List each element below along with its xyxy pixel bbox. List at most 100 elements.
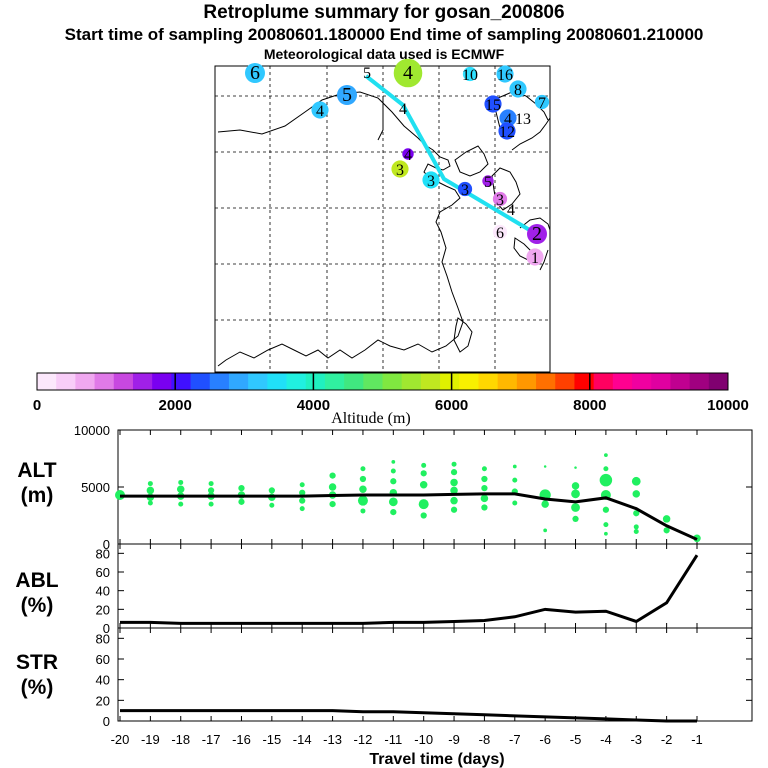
plume-label-4: 5 — [363, 65, 371, 82]
y-tick-label: 20 — [96, 693, 110, 708]
colorbar-cell — [382, 373, 403, 390]
x-tick-label: -13 — [323, 732, 342, 747]
altitude-point — [481, 485, 488, 492]
colorbar-cell — [555, 373, 575, 390]
plume-marker — [402, 148, 414, 160]
plume-label-text: 3 — [461, 182, 469, 199]
colorbar-cell — [363, 373, 383, 390]
altitude-point — [176, 485, 185, 494]
altitude-point — [390, 478, 397, 485]
colorbar-cell — [228, 373, 249, 390]
altitude-point — [451, 461, 457, 467]
panel-alt: ALT(m) 0 5000 10000 — [17, 423, 753, 552]
plume-marker — [391, 160, 409, 178]
x-tick-label: -5 — [570, 732, 582, 747]
altitude-point — [481, 466, 487, 472]
altitude-point — [268, 487, 275, 494]
y-tick-label: 40 — [96, 673, 110, 688]
met-data-note: Meteorological data used is ECMWF — [263, 46, 505, 62]
altitude-point — [603, 522, 609, 528]
plume-marker — [496, 65, 514, 83]
y-tick-label: 0 — [103, 621, 110, 636]
panel-abl: ABL(%) 0 20 40 60 80 — [15, 543, 753, 636]
colorbar-cell — [344, 373, 364, 390]
panel-ylabel: (%) — [21, 676, 54, 699]
colorbar-cell — [75, 373, 96, 390]
altitude-point — [207, 487, 215, 494]
plume-marker — [311, 101, 329, 119]
altitude-point — [632, 490, 641, 498]
altitude-point — [450, 506, 458, 513]
colorbar-tick-label: 4000 — [297, 397, 330, 414]
plume-label-text: 12 — [499, 124, 515, 141]
plume-label-text: 4 — [399, 101, 407, 118]
plume-label-text: 16 — [497, 67, 513, 84]
altitude-point — [604, 531, 608, 536]
altitude-point — [450, 478, 458, 487]
colorbar-tick-label: 6000 — [435, 397, 468, 414]
plume-label-text: 3 — [427, 173, 435, 190]
y-tick-label: 60 — [96, 652, 110, 667]
colorbar-tick-label: 2000 — [159, 397, 192, 414]
plume-marker — [492, 224, 508, 240]
plume-marker — [245, 63, 265, 83]
altitude-point — [480, 494, 489, 503]
plume-marker — [534, 94, 550, 110]
altitude-point — [572, 515, 579, 523]
map-graticule — [215, 66, 550, 372]
plume-label-9: 8 — [509, 80, 527, 99]
panel-frame — [117, 543, 753, 629]
colorbar-cell — [574, 373, 595, 390]
altitude-point — [178, 501, 184, 507]
x-tick-label: -2 — [661, 732, 673, 747]
plume-track — [364, 74, 540, 237]
plume-marker — [498, 122, 516, 140]
colorbar-cell — [94, 373, 115, 390]
x-tick-label: -14 — [293, 732, 312, 747]
plume-marker — [492, 191, 508, 207]
altitude-colorbar: 0 2000 4000 6000 8000 10000 Altitude (m) — [33, 372, 749, 427]
altitude-point — [631, 476, 641, 486]
altitude-point — [299, 482, 305, 488]
plume-label-17: 3 — [422, 171, 440, 190]
altitude-point — [419, 480, 428, 489]
panel-str: STR(%) 0 20 40 60 80 — [16, 627, 753, 729]
plume-label-text: 4 — [504, 111, 512, 128]
colorbar-tick-label: 0 — [33, 397, 41, 414]
plume-label-text: 7 — [538, 95, 546, 112]
plume-label-text: 3 — [396, 162, 404, 179]
altitude-point — [390, 508, 397, 516]
altitude-point — [359, 485, 367, 494]
x-tick-label: -16 — [232, 732, 251, 747]
altitude-point — [147, 481, 153, 487]
altitude-point — [421, 462, 427, 468]
plume-label-3: 4 — [311, 101, 329, 120]
altitude-median-line — [120, 492, 698, 541]
plume-label-5: 4 — [393, 58, 423, 88]
altitude-point — [450, 496, 458, 505]
altitude-point — [329, 500, 336, 508]
x-tick-label: -18 — [171, 732, 190, 747]
plume-label-text: 1 — [531, 250, 539, 267]
altitude-point — [481, 504, 488, 511]
altitude-point — [512, 500, 518, 506]
plume-label-text: 4 — [316, 103, 324, 120]
altitude-point — [633, 510, 640, 517]
plume-marker — [457, 181, 473, 197]
colorbar-cell — [478, 373, 499, 390]
str-line — [120, 709, 697, 723]
plume-marker — [337, 85, 357, 105]
altitude-point — [571, 482, 580, 490]
altitude-point — [329, 472, 336, 479]
altitude-point — [541, 500, 549, 508]
panel-frame — [117, 627, 753, 722]
plume-label-6: 4 — [399, 101, 407, 118]
y-tick-label: 20 — [96, 602, 110, 617]
colorbar-cell — [536, 373, 556, 390]
panel-frame — [117, 429, 753, 545]
altitude-point — [602, 506, 610, 513]
altitude-point — [359, 475, 367, 483]
plume-label-text: 10 — [462, 67, 478, 84]
x-tick-label: -17 — [202, 732, 221, 747]
